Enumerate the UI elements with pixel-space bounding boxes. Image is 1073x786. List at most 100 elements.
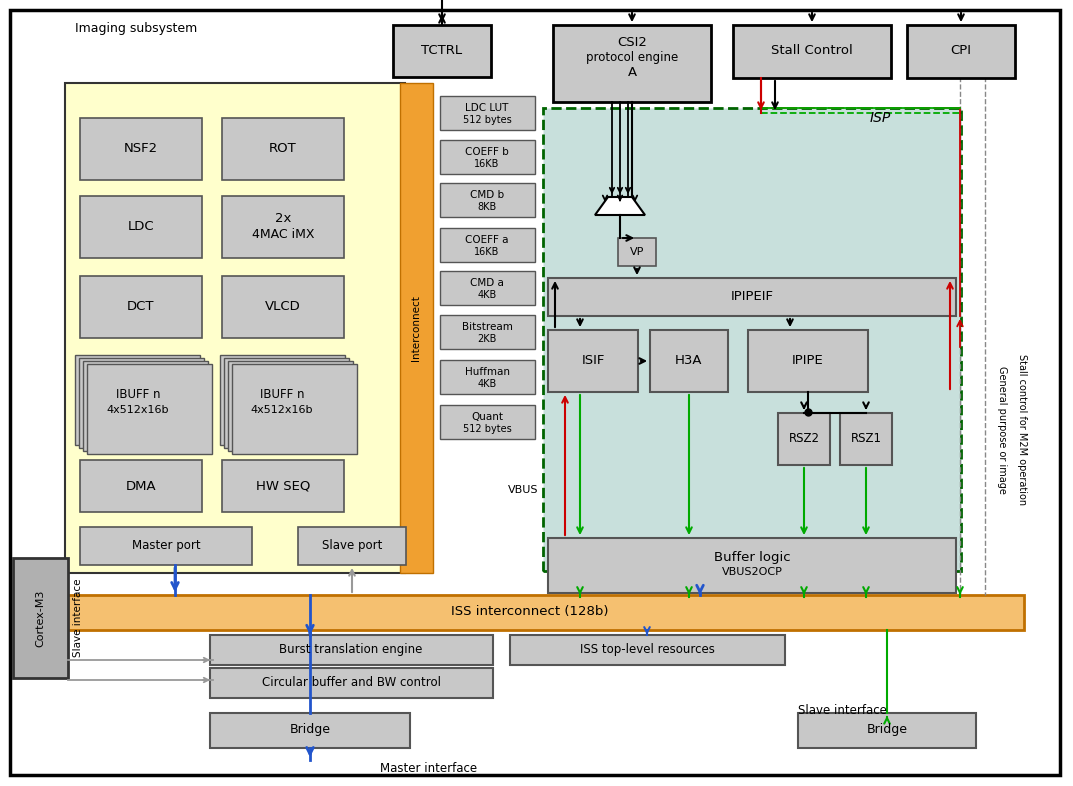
Text: Interconnect: Interconnect	[411, 295, 421, 361]
Text: LDC: LDC	[128, 221, 155, 233]
Text: H3A: H3A	[675, 354, 703, 368]
Bar	[80, 527, 252, 565]
Bar	[47, 595, 1024, 630]
Text: Stall Control: Stall Control	[771, 45, 853, 57]
Text: Master port: Master port	[132, 539, 201, 553]
Bar	[222, 118, 344, 180]
Text: ISS top-level resources: ISS top-level resources	[579, 644, 715, 656]
Bar	[298, 527, 406, 565]
Text: NSF2: NSF2	[124, 142, 158, 156]
Text: VP: VP	[630, 247, 644, 257]
Bar	[79, 358, 204, 448]
Text: RSZ2: RSZ2	[789, 432, 820, 446]
Text: 2x: 2x	[275, 211, 291, 225]
Bar	[80, 276, 202, 338]
Bar	[75, 355, 200, 445]
Text: Buffer logic: Buffer logic	[714, 550, 791, 564]
Bar	[510, 635, 785, 665]
Text: RSZ1: RSZ1	[851, 432, 882, 446]
Text: Slave interface: Slave interface	[73, 578, 83, 657]
Text: 4x512x16b: 4x512x16b	[106, 405, 170, 415]
Text: CPI: CPI	[951, 45, 971, 57]
Bar	[222, 460, 344, 512]
Bar	[440, 360, 535, 394]
Text: Quant: Quant	[471, 412, 503, 422]
Text: TCTRL: TCTRL	[422, 45, 462, 57]
Bar	[440, 183, 535, 217]
Bar	[80, 460, 202, 512]
Bar	[440, 405, 535, 439]
Bar	[232, 364, 357, 454]
Bar	[220, 355, 346, 445]
Text: 512 bytes: 512 bytes	[462, 424, 512, 434]
Bar	[80, 196, 202, 258]
Text: CMD b: CMD b	[470, 190, 504, 200]
Bar	[224, 358, 349, 448]
Text: Slave interface: Slave interface	[798, 703, 887, 717]
Bar	[778, 413, 831, 465]
Bar	[907, 25, 1015, 78]
Text: Bridge: Bridge	[290, 723, 330, 736]
Text: Bridge: Bridge	[867, 723, 908, 736]
Bar	[440, 140, 535, 174]
Text: Stall control for M2M operation: Stall control for M2M operation	[1017, 354, 1027, 505]
Bar	[548, 538, 956, 593]
Text: Slave port: Slave port	[322, 539, 382, 553]
Text: ISS interconnect (128b): ISS interconnect (128b)	[452, 605, 608, 619]
Bar	[210, 635, 493, 665]
Bar	[548, 278, 956, 316]
Bar	[13, 558, 68, 678]
Bar	[210, 668, 493, 698]
Bar	[87, 364, 212, 454]
Bar	[840, 413, 892, 465]
Text: ISIF: ISIF	[582, 354, 605, 368]
Text: CSI2: CSI2	[617, 36, 647, 50]
Text: 2KB: 2KB	[477, 334, 497, 344]
Text: IBUFF n: IBUFF n	[116, 388, 160, 402]
Text: 16KB: 16KB	[474, 247, 500, 257]
Bar	[65, 83, 405, 573]
Polygon shape	[596, 197, 645, 215]
Bar	[80, 118, 202, 180]
Text: Burst translation engine: Burst translation engine	[279, 644, 423, 656]
Text: 16KB: 16KB	[474, 159, 500, 169]
Text: CMD a: CMD a	[470, 278, 504, 288]
Text: 4KB: 4KB	[477, 290, 497, 300]
Text: DMA: DMA	[126, 479, 157, 493]
Text: Circular buffer and BW control: Circular buffer and BW control	[262, 677, 441, 689]
Bar	[650, 330, 727, 392]
Bar	[543, 108, 961, 571]
Bar	[393, 25, 491, 77]
Text: 8KB: 8KB	[477, 202, 497, 212]
Text: Cortex-M3: Cortex-M3	[35, 590, 45, 647]
Bar	[548, 330, 638, 392]
Bar	[618, 238, 656, 266]
Bar	[440, 228, 535, 262]
Text: VBUS2OCP: VBUS2OCP	[721, 567, 782, 577]
Text: protocol engine: protocol engine	[586, 50, 678, 64]
Text: General purpose or image: General purpose or image	[997, 366, 1006, 494]
Text: COEFF a: COEFF a	[466, 235, 509, 245]
Bar	[798, 713, 976, 748]
Text: LDC LUT: LDC LUT	[466, 103, 509, 113]
Text: Imaging subsystem: Imaging subsystem	[75, 22, 197, 35]
Bar	[553, 25, 711, 102]
Text: 4MAC iMX: 4MAC iMX	[252, 229, 314, 241]
Text: IPIPEIF: IPIPEIF	[731, 291, 774, 303]
Bar	[227, 361, 353, 451]
Text: IPIPE: IPIPE	[792, 354, 824, 368]
Bar	[222, 196, 344, 258]
Text: 4x512x16b: 4x512x16b	[251, 405, 313, 415]
Text: Master interface: Master interface	[380, 762, 477, 774]
Bar	[440, 271, 535, 305]
Text: A: A	[628, 65, 636, 79]
Text: 4KB: 4KB	[477, 379, 497, 389]
Text: DCT: DCT	[128, 300, 155, 314]
Bar	[400, 83, 433, 573]
Bar	[440, 315, 535, 349]
Text: HW SEQ: HW SEQ	[255, 479, 310, 493]
Bar	[83, 361, 208, 451]
Text: Bitstream: Bitstream	[461, 322, 513, 332]
Bar	[733, 25, 891, 78]
Bar	[222, 276, 344, 338]
